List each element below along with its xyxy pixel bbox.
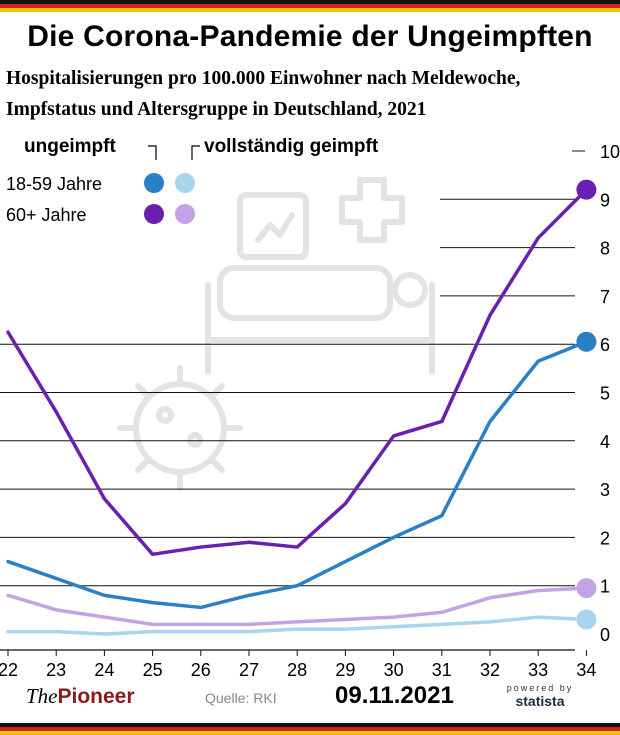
x-tick-label-34: 34	[576, 660, 596, 680]
watermark-illustration	[117, 177, 435, 491]
y-tick-label-4: 4	[600, 432, 610, 452]
series-line-vax-young	[6, 615, 589, 636]
y-tick-label-3: 3	[600, 480, 610, 500]
x-tick-label-31: 31	[432, 660, 452, 680]
end-point-unvax-old	[576, 179, 597, 200]
legend-header-unvaccinated: ungeimpft	[24, 136, 116, 157]
flag-stripe-bottom-black	[0, 723, 620, 727]
y-axis-ticks: 0 1 2 3 4 5 6 7 8 9 10	[600, 142, 620, 645]
x-tick-label-29: 29	[335, 660, 355, 680]
chart-subtitle-line1: Hospitalisierungen pro 100.000 Einwohner…	[6, 68, 521, 89]
legend-dot-vax-old	[175, 204, 195, 224]
y-tick-label-9: 9	[600, 190, 610, 210]
flag-stripe-bottom-gold	[0, 731, 620, 735]
x-tick-label-28: 28	[287, 660, 307, 680]
source-label: Quelle: RKI	[205, 690, 277, 706]
grid-lines	[0, 150, 585, 651]
x-tick-label-22: 22	[0, 660, 18, 680]
medical-cross-icon	[339, 177, 405, 243]
y-tick-label-5: 5	[600, 384, 610, 404]
logo-pioneer: Pioneer	[57, 685, 135, 708]
x-tick-label-33: 33	[528, 660, 548, 680]
legend-dot-vax-young	[175, 173, 195, 193]
legend-dot-unvax-old	[144, 204, 164, 224]
virus-icon	[117, 365, 243, 491]
x-tick-label-23: 23	[46, 660, 66, 680]
y-tick-label-8: 8	[600, 239, 610, 259]
end-point-vax-old	[576, 578, 597, 599]
y-tick-label-1: 1	[600, 577, 610, 597]
end-point-unvax-young	[576, 331, 597, 352]
legend-brackets	[148, 145, 200, 160]
end-point-vax-young	[576, 609, 597, 630]
flag-stripe-top-red	[0, 4, 620, 8]
hospital-bed-icon	[205, 265, 435, 375]
legend-row-18-59: 18-59 Jahre	[6, 174, 103, 194]
x-tick-label-32: 32	[480, 660, 500, 680]
the-pioneer-logo: ThePioneer	[26, 684, 135, 709]
y-tick-label-2: 2	[600, 528, 610, 548]
x-tick-label-30: 30	[384, 660, 404, 680]
x-tick-label-26: 26	[191, 660, 211, 680]
y-tick-label-6: 6	[600, 335, 610, 355]
publication-date: 09.11.2021	[335, 682, 454, 709]
logo-the: The	[26, 684, 58, 708]
flag-stripe-top-black	[0, 0, 620, 4]
chart-title: Die Corona-Pandemie der Ungeimpften	[27, 20, 593, 53]
legend-row-60plus: 60+ Jahre	[6, 205, 87, 225]
y-tick-label-7: 7	[600, 287, 610, 307]
x-tick-label-25: 25	[143, 660, 163, 680]
x-tick-label-24: 24	[94, 660, 114, 680]
chart-subtitle-line2: Impfstatus und Altersgruppe in Deutschla…	[6, 99, 427, 120]
series-lines	[6, 179, 597, 636]
y-tick-label-0: 0	[600, 625, 610, 645]
statista-label: statista	[515, 693, 565, 709]
flag-stripe-top-gold	[0, 8, 620, 12]
flag-stripe-bottom-red	[0, 727, 620, 731]
monitor-chart-icon	[237, 192, 309, 260]
series-line-unvax-old	[6, 187, 589, 557]
x-axis-ticks: 22 23 24 25 26 27 28 29 30 31 32 33 34	[0, 650, 596, 680]
legend-header-vaccinated: vollständig geimpft	[204, 136, 379, 157]
statista-logo: powered by statista	[500, 683, 580, 711]
series-line-unvax-young	[6, 340, 589, 610]
legend-dot-unvax-young	[144, 173, 164, 193]
powered-by-label: powered by	[506, 683, 574, 693]
x-tick-label-27: 27	[239, 660, 259, 680]
y-tick-label-10: 10	[600, 142, 620, 162]
